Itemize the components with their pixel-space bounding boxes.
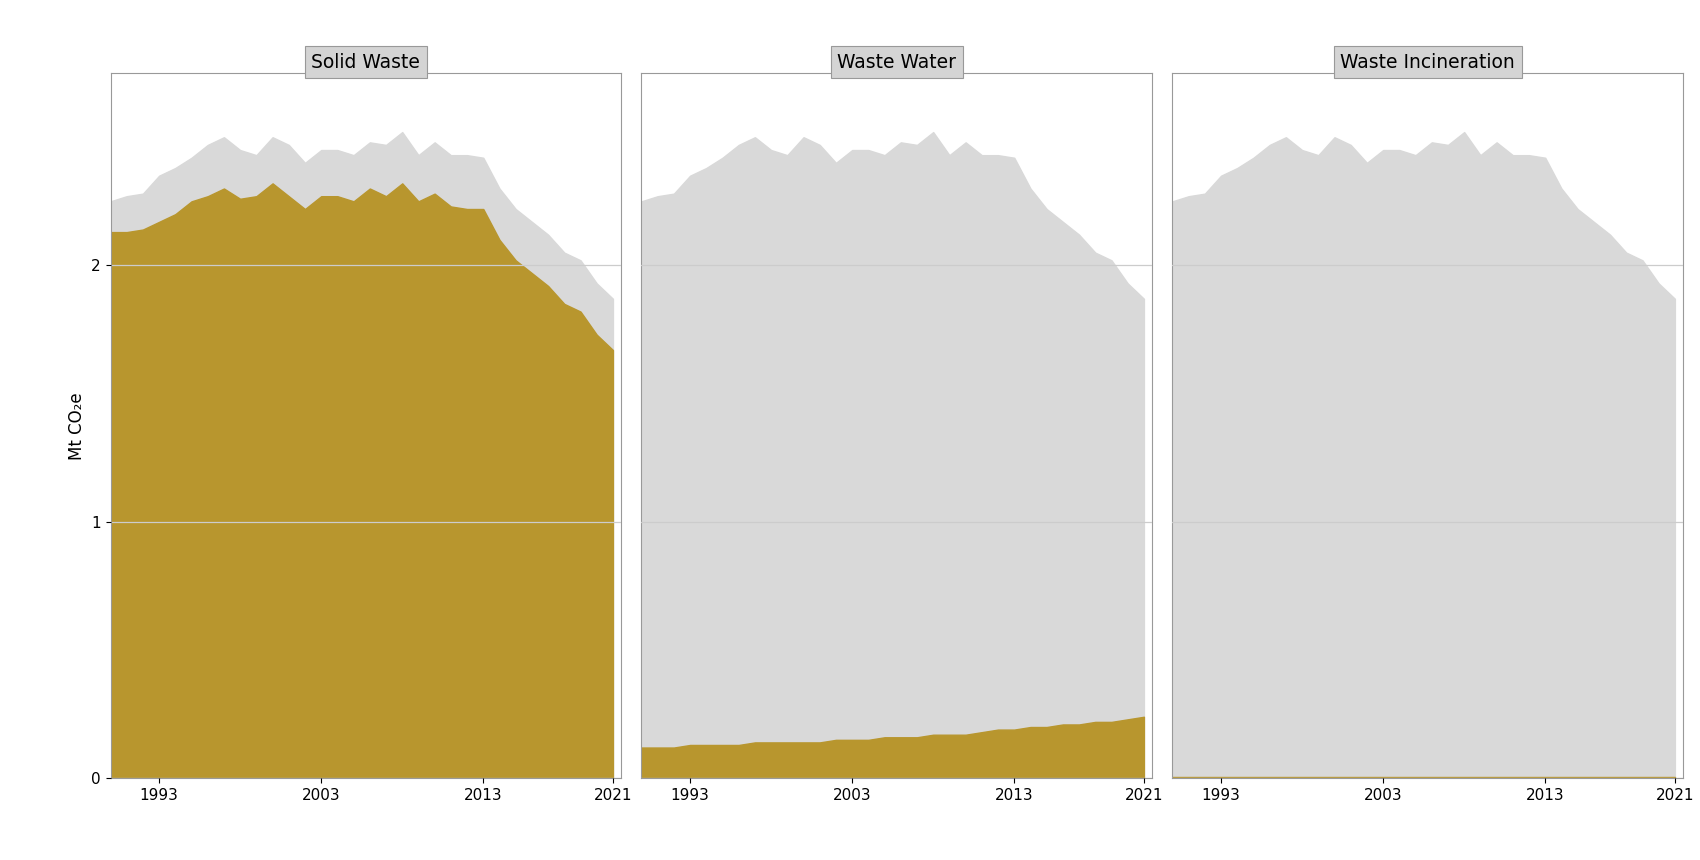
Y-axis label: Mt CO₂e: Mt CO₂e [68,392,85,459]
Title: Waste Water: Waste Water [836,52,955,71]
Title: Solid Waste: Solid Waste [311,52,420,71]
Title: Waste Incineration: Waste Incineration [1340,52,1515,71]
